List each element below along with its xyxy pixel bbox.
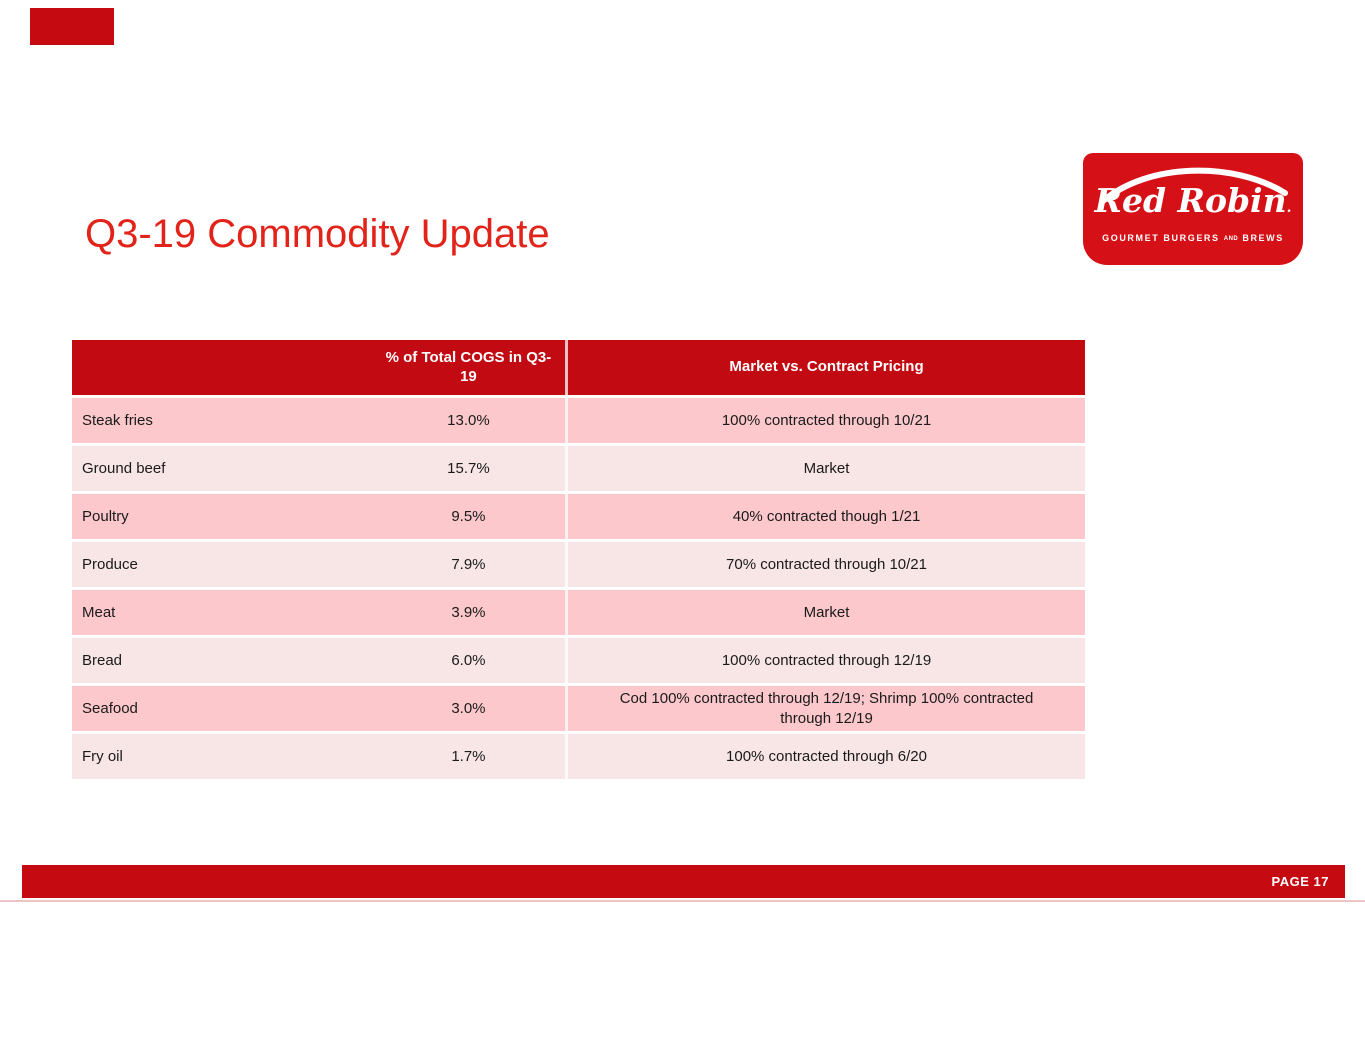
pricing-cell: Cod 100% contracted through 12/19; Shrim… bbox=[565, 684, 1085, 734]
commodity-cell: Seafood bbox=[72, 684, 372, 734]
page-number: PAGE 17 bbox=[1271, 874, 1329, 889]
swoosh-icon bbox=[1100, 167, 1288, 204]
table-row: Bread 6.0% 100% contracted through 12/19 bbox=[72, 636, 1085, 686]
commodity-cell: Poultry bbox=[72, 492, 372, 542]
table-header-row: % of Total COGS in Q3-19 Market vs. Cont… bbox=[72, 340, 1085, 398]
pricing-cell: Market bbox=[565, 444, 1085, 494]
pct-cell: 13.0% bbox=[371, 396, 567, 446]
commodity-cell: Produce bbox=[72, 540, 372, 590]
pricing-cell: 40% contracted though 1/21 bbox=[565, 492, 1085, 542]
table-row: Steak fries 13.0% 100% contracted throug… bbox=[72, 396, 1085, 446]
footer-bar: PAGE 17 bbox=[22, 865, 1345, 898]
pct-cell: 15.7% bbox=[371, 444, 567, 494]
table-row: Seafood 3.0% Cod 100% contracted through… bbox=[72, 684, 1085, 734]
table-row: Meat 3.9% Market bbox=[72, 588, 1085, 638]
tagline-right: BREWS bbox=[1242, 233, 1284, 243]
brand-tagline: GOURMET BURGERS AND BREWS bbox=[1083, 233, 1303, 243]
footer-underline bbox=[0, 900, 1365, 902]
pct-cell: 1.7% bbox=[371, 732, 567, 782]
header-cogs: % of Total COGS in Q3-19 bbox=[371, 340, 567, 398]
pct-cell: 3.9% bbox=[371, 588, 567, 638]
pricing-cell: 100% contracted through 6/20 bbox=[565, 732, 1085, 782]
pricing-cell: Market bbox=[565, 588, 1085, 638]
red-robin-logo: Red Robin. GOURMET BURGERS AND BREWS bbox=[1083, 153, 1303, 265]
commodity-cell: Fry oil bbox=[72, 732, 372, 782]
commodity-table: % of Total COGS in Q3-19 Market vs. Cont… bbox=[72, 340, 1085, 782]
header-commodity bbox=[72, 340, 372, 398]
table-row: Ground beef 15.7% Market bbox=[72, 444, 1085, 494]
pct-cell: 6.0% bbox=[371, 636, 567, 686]
pct-cell: 9.5% bbox=[371, 492, 567, 542]
brand-name: Red Robin. bbox=[1094, 181, 1292, 220]
corner-accent-bar bbox=[30, 8, 114, 45]
commodity-cell: Bread bbox=[72, 636, 372, 686]
table-row: Produce 7.9% 70% contracted through 10/2… bbox=[72, 540, 1085, 590]
page-title: Q3-19 Commodity Update bbox=[85, 212, 550, 256]
pct-cell: 7.9% bbox=[371, 540, 567, 590]
tagline-left: GOURMET BURGERS bbox=[1102, 233, 1220, 243]
pricing-cell: 70% contracted through 10/21 bbox=[565, 540, 1085, 590]
pricing-cell: 100% contracted through 12/19 bbox=[565, 636, 1085, 686]
pct-cell: 3.0% bbox=[371, 684, 567, 734]
tagline-and: AND bbox=[1223, 236, 1239, 242]
brand-trademark-dot: . bbox=[1286, 200, 1292, 216]
table-row: Poultry 9.5% 40% contracted though 1/21 bbox=[72, 492, 1085, 542]
commodity-cell: Steak fries bbox=[72, 396, 372, 446]
commodity-cell: Meat bbox=[72, 588, 372, 638]
commodity-cell: Ground beef bbox=[72, 444, 372, 494]
table-row: Fry oil 1.7% 100% contracted through 6/2… bbox=[72, 732, 1085, 782]
pricing-cell: 100% contracted through 10/21 bbox=[565, 396, 1085, 446]
header-pricing: Market vs. Contract Pricing bbox=[565, 340, 1085, 398]
